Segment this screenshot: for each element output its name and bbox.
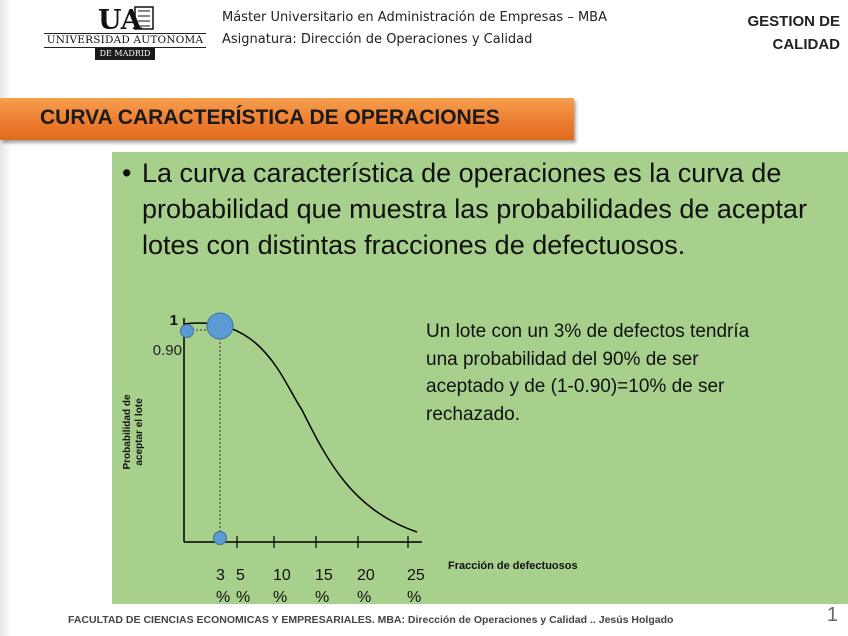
bullet-point: • La curva característica de operaciones… <box>122 155 842 263</box>
x-ticks-group: 3% 5% 10% 15% 20% 25% <box>216 536 425 606</box>
x-tick-label-20: 20 <box>357 567 375 584</box>
slide-title: CURVA CARACTERÍSTICA DE OPERACIONES <box>40 106 500 129</box>
explanation-text: Un lote con un 3% de defectos tendría un… <box>426 321 750 425</box>
x-tick-label-10: 10 <box>273 567 291 584</box>
x-tick-unit-3: % <box>216 589 230 606</box>
y-value-marker <box>180 324 194 338</box>
x-tick-unit-10: % <box>273 589 287 606</box>
x-tick-label-5: 5 <box>236 567 245 584</box>
slide-title-bar: CURVA CARACTERÍSTICA DE OPERACIONES <box>0 98 574 140</box>
y-axis-label-line1: Probabilidad de <box>122 394 133 469</box>
x-tick-label-25: 25 <box>407 567 425 584</box>
footer-text: FACULTAD DE CIENCIAS ECONOMICAS Y EMPRES… <box>68 614 674 626</box>
content-panel <box>112 152 848 604</box>
curve-point-marker <box>206 312 234 340</box>
left-edge-rule <box>0 0 12 636</box>
logo-text-university: UNIVERSIDAD AUTONOMA <box>46 34 204 46</box>
x-axis-label: Fracción de defectuosos <box>448 560 578 572</box>
x-tick-label-15: 15 <box>315 567 333 584</box>
y-tick-label-0.90: 0.90 <box>153 342 182 359</box>
x-tick-unit-20: % <box>357 589 371 606</box>
header-section-line1: GESTION DE <box>747 13 840 30</box>
header-section-label: GESTION DE CALIDAD <box>747 10 840 56</box>
header-program: Máster Universitario en Administración d… <box>222 10 607 25</box>
oc-curve-chart: 1 0.90 Probabilidad de aceptar el lote F… <box>122 312 578 606</box>
x-tick-unit-25: % <box>407 589 421 606</box>
page-number: 1 <box>826 604 838 626</box>
ua-emblem-icon: UA <box>98 5 154 32</box>
logo-text-madrid: DE MADRID <box>95 48 155 60</box>
x-tick-label-3: 3 <box>216 567 225 584</box>
header-course: Asignatura: Dirección de Operaciones y C… <box>222 32 533 47</box>
y-tick-label-1: 1 <box>170 312 178 329</box>
bullet-text: La curva característica de operaciones e… <box>142 158 807 260</box>
x-tick-unit-15: % <box>315 589 329 606</box>
x-value-marker <box>213 531 227 545</box>
university-logo: UA UNIVERSIDAD AUTONOMA DE MADRID <box>44 4 206 60</box>
header-section-line2: CALIDAD <box>772 36 841 53</box>
x-tick-unit-5: % <box>236 589 250 606</box>
bullet-symbol: • <box>122 158 132 188</box>
oc-curve-line <box>183 322 418 533</box>
y-axis-label-line2: aceptar el lote <box>134 398 145 466</box>
logo-mark-text: UA <box>98 5 143 32</box>
